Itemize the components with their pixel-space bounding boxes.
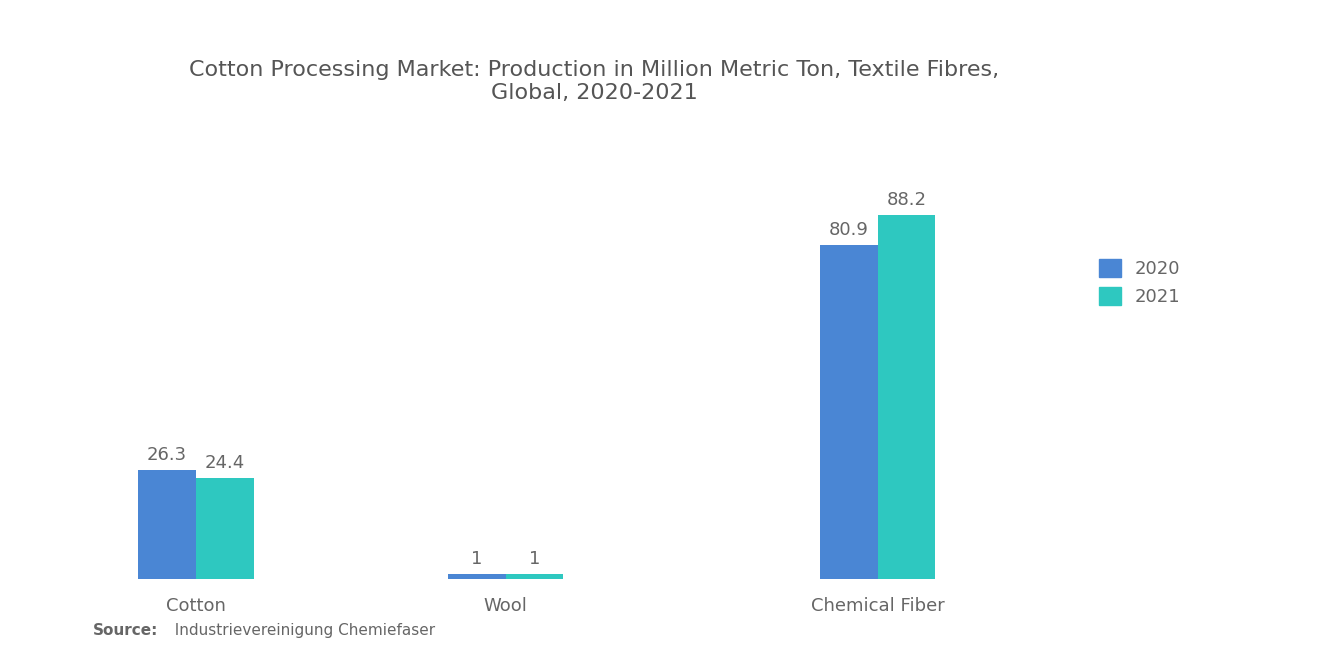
Legend: 2020, 2021: 2020, 2021 [1090, 249, 1189, 315]
Text: 80.9: 80.9 [829, 221, 869, 239]
Bar [195, 478, 253, 579]
Text: 1: 1 [471, 550, 482, 568]
Text: 88.2: 88.2 [887, 191, 927, 209]
Bar [137, 470, 195, 579]
Text: 1: 1 [529, 550, 540, 568]
Bar [447, 575, 506, 579]
Text: Source:: Source: [92, 623, 158, 638]
Text: 24.4: 24.4 [205, 454, 244, 471]
Bar [820, 245, 878, 579]
Bar [506, 575, 564, 579]
Text: 26.3: 26.3 [147, 446, 187, 464]
Text: Industrievereinigung Chemiefaser: Industrievereinigung Chemiefaser [165, 623, 436, 638]
Text: Cotton Processing Market: Production in Million Metric Ton, Textile Fibres,
Glob: Cotton Processing Market: Production in … [189, 60, 999, 103]
Bar [878, 215, 936, 579]
